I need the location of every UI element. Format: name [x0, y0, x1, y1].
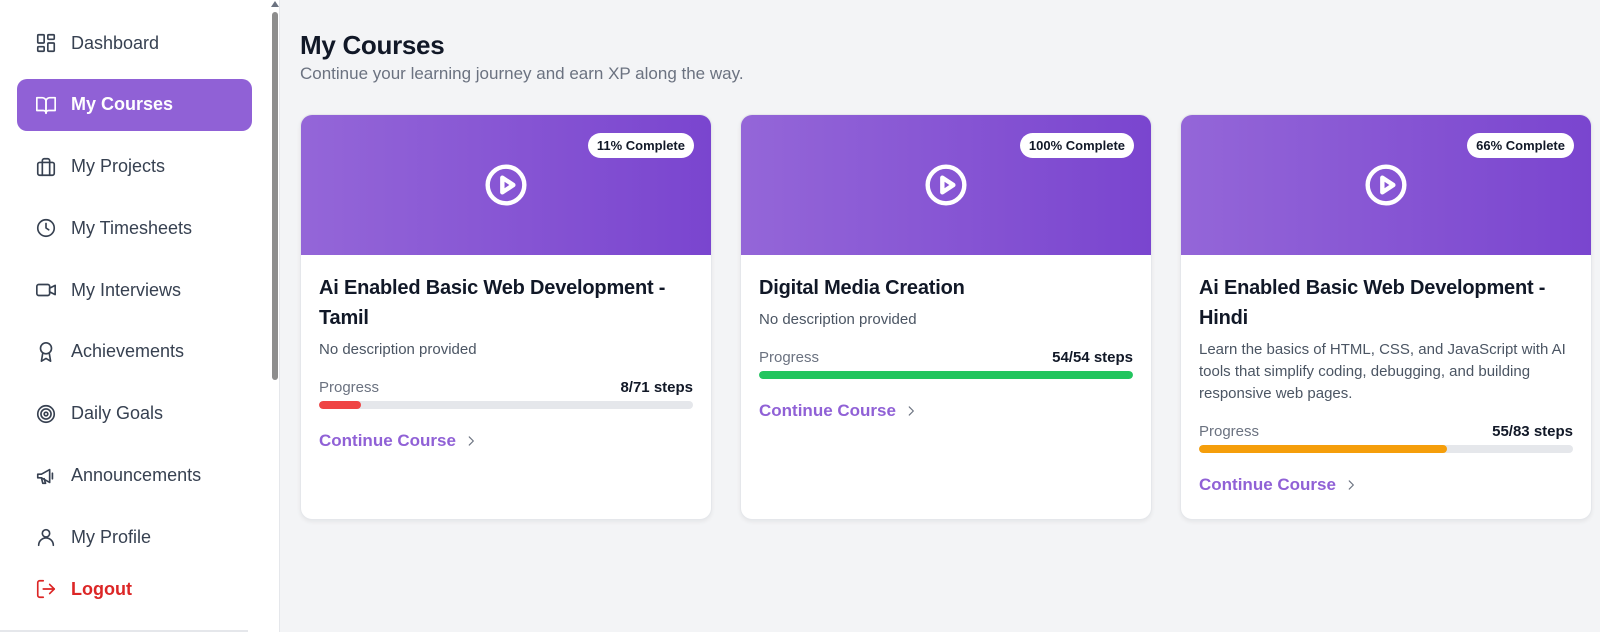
progress-bar-fill — [1199, 445, 1447, 453]
progress-label: Progress — [1199, 423, 1260, 440]
page-subtitle: Continue your learning journey and earn … — [300, 64, 744, 83]
continue-course-label: Continue Course — [1199, 475, 1336, 494]
sidebar-item-my-profile[interactable]: My Profile — [17, 511, 252, 563]
progress-bar — [759, 371, 1133, 379]
page-title: My Courses — [300, 30, 445, 60]
chevron-right-icon — [1348, 480, 1354, 490]
chevron-right-icon — [908, 406, 914, 416]
course-banner[interactable]: 66% Complete — [1181, 115, 1591, 255]
sidebar-item-label: Daily Goals — [71, 403, 164, 424]
progress-steps: 8/71 steps — [620, 379, 693, 396]
progress-label: Progress — [319, 379, 380, 396]
course-title: Digital Media Creation — [759, 277, 965, 299]
completion-badge: 100% Complete — [1019, 133, 1134, 158]
progress-row: Progress 55/83 steps — [1199, 423, 1573, 440]
sidebar-item-label: My Projects — [71, 156, 166, 177]
sidebar-item-label: My Timesheets — [71, 217, 193, 238]
course-card-body: Digital Media Creation No description pr… — [741, 255, 1151, 421]
play-icon[interactable] — [1364, 163, 1408, 207]
award-icon — [35, 341, 57, 363]
course-description: No description provided — [319, 341, 477, 358]
course-banner[interactable]: 100% Complete — [741, 115, 1151, 255]
sidebar-item-label: My Profile — [71, 526, 152, 547]
course-card[interactable]: 11% Complete Ai Enabled Basic Web Develo… — [300, 114, 712, 520]
megaphone-icon — [35, 465, 57, 487]
course-description: Learn the basics of HTML, CSS, and JavaS… — [1199, 341, 1566, 402]
continue-course-link[interactable]: Continue Course — [319, 431, 478, 451]
sidebar-item-announcements[interactable]: Announcements — [17, 450, 252, 502]
logout-button[interactable]: Logout — [17, 569, 252, 609]
course-card[interactable]: 66% Complete Ai Enabled Basic Web Develo… — [1180, 114, 1592, 520]
logout-label: Logout — [71, 578, 132, 599]
course-title: Ai Enabled Basic Web Development - Hindi — [1199, 277, 1546, 329]
sidebar-scrollbar[interactable] — [270, 0, 280, 632]
video-icon — [35, 279, 57, 301]
sidebar-item-label: My Interviews — [71, 279, 182, 300]
logout-icon — [35, 578, 57, 600]
target-icon — [35, 403, 57, 425]
sidebar-item-label: My Courses — [71, 94, 174, 115]
progress-bar — [1199, 445, 1573, 453]
progress-row: Progress 54/54 steps — [759, 349, 1133, 366]
continue-course-label: Continue Course — [319, 431, 456, 450]
chevron-right-icon — [468, 436, 474, 446]
continue-course-link[interactable]: Continue Course — [759, 401, 918, 421]
course-card-body: Ai Enabled Basic Web Development - Tamil… — [301, 255, 711, 451]
dashboard-icon — [35, 32, 57, 54]
sidebar-item-dashboard[interactable]: Dashboard — [17, 17, 252, 69]
progress-label: Progress — [759, 349, 820, 366]
sidebar-item-my-courses[interactable]: My Courses — [17, 78, 252, 131]
scroll-up-arrow-icon[interactable] — [271, 1, 279, 7]
sidebar-item-label: Announcements — [71, 465, 202, 486]
briefcase-icon — [35, 156, 57, 178]
completion-badge: 11% Complete — [587, 133, 694, 158]
sidebar-item-label: Dashboard — [71, 32, 160, 53]
sidebar-item-achievements[interactable]: Achievements — [17, 326, 252, 378]
sidebar-item-label: Achievements — [71, 341, 185, 362]
sidebar-nav: Dashboard My Courses My Projects My Time… — [17, 17, 252, 619]
sidebar-item-my-interviews[interactable]: My Interviews — [17, 264, 252, 316]
completion-badge: 66% Complete — [1467, 133, 1574, 158]
course-banner[interactable]: 11% Complete — [301, 115, 711, 255]
sidebar: Dashboard My Courses My Projects My Time… — [0, 0, 280, 632]
course-card-body: Ai Enabled Basic Web Development - Hindi… — [1181, 255, 1591, 495]
user-icon — [35, 526, 57, 548]
sidebar-item-my-timesheets[interactable]: My Timesheets — [17, 202, 252, 254]
main-content: My Courses Continue your learning journe… — [300, 0, 1600, 632]
clock-icon — [35, 217, 57, 239]
book-open-icon — [35, 94, 57, 116]
progress-bar-fill — [319, 401, 362, 409]
sidebar-item-daily-goals[interactable]: Daily Goals — [17, 388, 252, 440]
progress-row: Progress 8/71 steps — [319, 379, 693, 396]
play-icon[interactable] — [924, 163, 968, 207]
course-title: Ai Enabled Basic Web Development - Tamil — [319, 277, 666, 329]
progress-bar — [319, 401, 693, 409]
sidebar-item-my-projects[interactable]: My Projects — [17, 141, 252, 193]
continue-course-label: Continue Course — [759, 401, 896, 420]
progress-steps: 54/54 steps — [1052, 349, 1133, 366]
progress-bar-fill — [759, 371, 1133, 379]
course-description: No description provided — [759, 311, 917, 328]
course-card[interactable]: 100% Complete Digital Media Creation No … — [740, 114, 1152, 520]
scroll-thumb[interactable] — [272, 12, 278, 380]
continue-course-link[interactable]: Continue Course — [1199, 475, 1358, 495]
progress-steps: 55/83 steps — [1492, 423, 1573, 440]
sidebar-divider — [0, 630, 248, 632]
play-icon[interactable] — [484, 163, 528, 207]
